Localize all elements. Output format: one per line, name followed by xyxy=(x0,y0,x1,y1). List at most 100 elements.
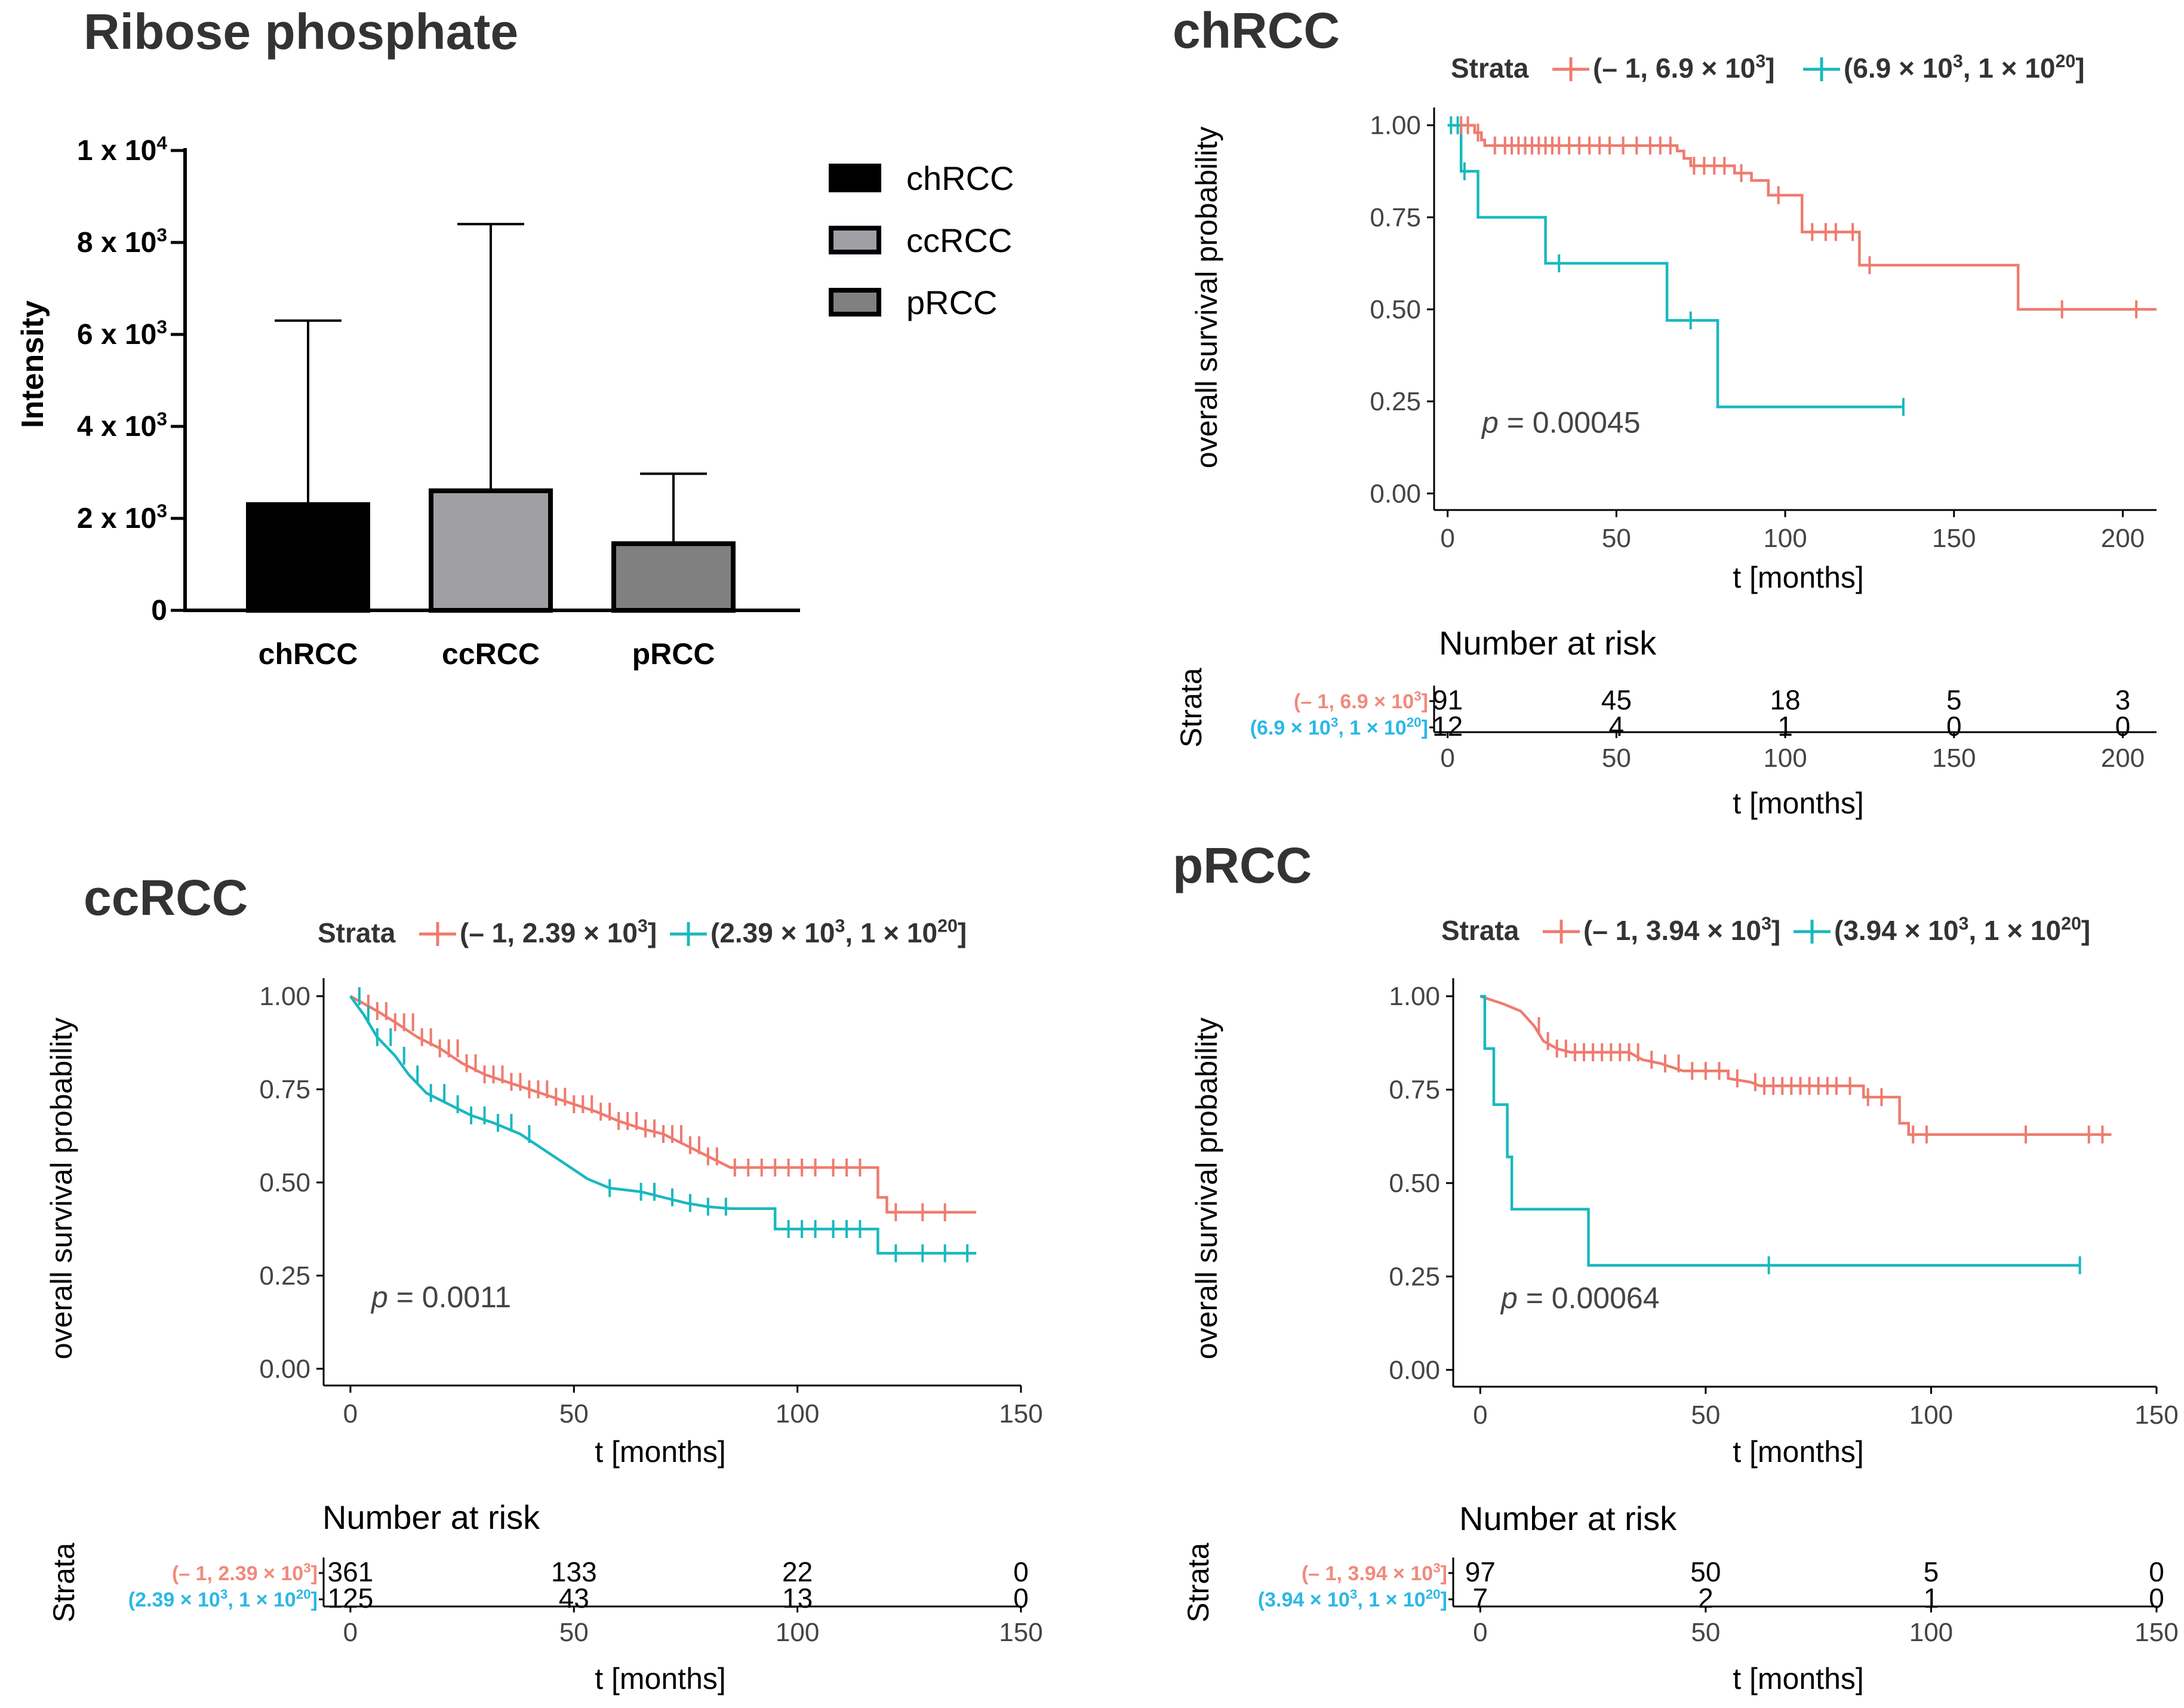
text-part: (6.9 × 10 xyxy=(1250,717,1331,739)
y-tick-label: 0.00 xyxy=(259,1354,310,1384)
superscript: 3 xyxy=(1350,1587,1357,1602)
risk-x-label: t [months] xyxy=(1733,787,1864,820)
x-tick-label: ccRCC xyxy=(442,637,540,671)
text-part: ] xyxy=(648,917,657,948)
risk-x-tick-label: 50 xyxy=(559,1618,589,1647)
risk-x-tick-label: 150 xyxy=(999,1618,1042,1647)
legend-swatch xyxy=(829,226,881,254)
x-tick-label: 50 xyxy=(1602,524,1631,553)
superscript: 3 xyxy=(220,1587,227,1602)
text-part: (– 1, 2.39 × 10 xyxy=(172,1562,303,1585)
p-number: = 0.00045 xyxy=(1499,406,1641,440)
superscript: 20 xyxy=(2061,914,2081,934)
legend-label: chRCC xyxy=(906,159,1014,197)
legend-label: (– 1, 2.39 × 103] xyxy=(460,917,657,948)
risk-row-label: (– 1, 2.39 × 103] xyxy=(172,1560,318,1585)
risk-row-label: (– 1, 3.94 × 103] xyxy=(1302,1560,1447,1585)
risk-x-tick-label: 100 xyxy=(776,1618,819,1647)
text-part: ] xyxy=(1441,1562,1447,1585)
text-part: 8 x 10 xyxy=(77,227,156,259)
superscript: 3 xyxy=(1433,1560,1440,1575)
bar-ccrcc xyxy=(429,488,553,613)
legend-label: (6.9 × 103, 1 × 1020] xyxy=(1844,52,2085,84)
risk-x-label: t [months] xyxy=(1733,1662,1864,1695)
superscript: 3 xyxy=(1953,52,1963,72)
risk-count: 91 xyxy=(1432,684,1463,715)
y-tick-label: 8 x 103 xyxy=(77,224,167,259)
y-axis-label: Intensity xyxy=(16,300,50,428)
text-part: , 1 × 10 xyxy=(1338,717,1406,739)
risk-x-tick-label: 150 xyxy=(1932,744,1976,773)
superscript: 3 xyxy=(156,408,167,429)
y-tick-label: 0.50 xyxy=(1370,295,1421,324)
bar-prcc xyxy=(611,541,736,613)
superscript: 3 xyxy=(638,917,648,936)
legend-swatch xyxy=(829,288,881,317)
text-part: (– 1, 3.94 × 10 xyxy=(1583,915,1761,946)
panel-title: pRCC xyxy=(1173,837,1312,893)
p-value: p = 0.0011 xyxy=(370,1280,511,1314)
y-axis-label: overall survival probability xyxy=(45,1018,78,1359)
text-part: 2 x 10 xyxy=(77,503,156,534)
superscript: 3 xyxy=(1414,689,1421,704)
y-tick-label: 6 x 103 xyxy=(77,316,167,351)
legend-title: Strata xyxy=(1441,915,1519,946)
risk-x-tick-label: 0 xyxy=(1473,1618,1487,1647)
risk-count: 5 xyxy=(1946,684,1962,715)
legend-label: ccRCC xyxy=(906,222,1012,259)
y-tick-label: 0.75 xyxy=(1370,203,1421,232)
superscript: 4 xyxy=(156,132,167,153)
superscript: 20 xyxy=(2055,52,2075,72)
y-tick-label: 0.50 xyxy=(259,1168,310,1197)
p-symbol: p xyxy=(1500,1282,1518,1315)
y-axis-label: overall survival probability xyxy=(1190,1018,1223,1359)
text-part: ] xyxy=(958,917,967,948)
legend-title: Strata xyxy=(318,917,396,948)
risk-row-label: (– 1, 6.9 × 103] xyxy=(1294,689,1428,713)
risk-x-tick-label: 0 xyxy=(1440,744,1454,773)
y-tick-label: 4 x 103 xyxy=(77,408,167,443)
risk-x-tick-label: 0 xyxy=(343,1618,358,1647)
text-part: ] xyxy=(311,1589,318,1611)
survival-curve-low xyxy=(1479,995,2112,1136)
text-part: 4 x 10 xyxy=(77,411,156,443)
risk-count: 5 xyxy=(1924,1556,1939,1587)
text-part: ] xyxy=(1422,717,1428,739)
text-part: 6 x 10 xyxy=(77,319,156,351)
panel-title: chRCC xyxy=(1173,2,1340,59)
y-tick-label: 1.00 xyxy=(1389,982,1440,1011)
text-part: (3.94 × 10 xyxy=(1834,915,1958,946)
y-tick-label: 0.00 xyxy=(1389,1356,1440,1385)
superscript: 3 xyxy=(835,917,845,936)
risk-x-tick-label: 200 xyxy=(2101,744,2145,773)
risk-y-label: Strata xyxy=(1182,1543,1215,1623)
superscript: 3 xyxy=(156,316,167,337)
risk-x-tick-label: 50 xyxy=(1602,744,1631,773)
risk-x-label: t [months] xyxy=(595,1662,726,1695)
superscript: 20 xyxy=(296,1587,311,1602)
text-part: (3.94 × 10 xyxy=(1258,1589,1350,1611)
x-tick-label: chRCC xyxy=(259,637,358,671)
text-part: , 1 × 10 xyxy=(227,1589,296,1611)
text-part: (– 1, 3.94 × 10 xyxy=(1302,1562,1433,1585)
superscript: 3 xyxy=(1958,914,1968,934)
risk-x-tick-label: 50 xyxy=(1691,1618,1720,1647)
x-tick-label: 0 xyxy=(1473,1400,1487,1430)
risk-table-title: Number at risk xyxy=(1439,624,1657,662)
x-tick-label: pRCC xyxy=(632,637,715,671)
survival-curve-high xyxy=(1447,124,1903,408)
x-tick-label: 100 xyxy=(776,1399,819,1429)
y-tick-label: 0.25 xyxy=(259,1261,310,1291)
x-tick-label: 200 xyxy=(2101,524,2145,553)
risk-y-label: Strata xyxy=(47,1543,81,1623)
risk-row-label: (6.9 × 103, 1 × 1020] xyxy=(1250,715,1428,739)
text-part: (– 1, 6.9 × 10 xyxy=(1593,53,1755,84)
text-part: ] xyxy=(2075,53,2084,84)
p-number: = 0.0011 xyxy=(388,1280,511,1314)
x-tick-label: 150 xyxy=(2134,1400,2178,1430)
text-part: ] xyxy=(2081,915,2090,946)
